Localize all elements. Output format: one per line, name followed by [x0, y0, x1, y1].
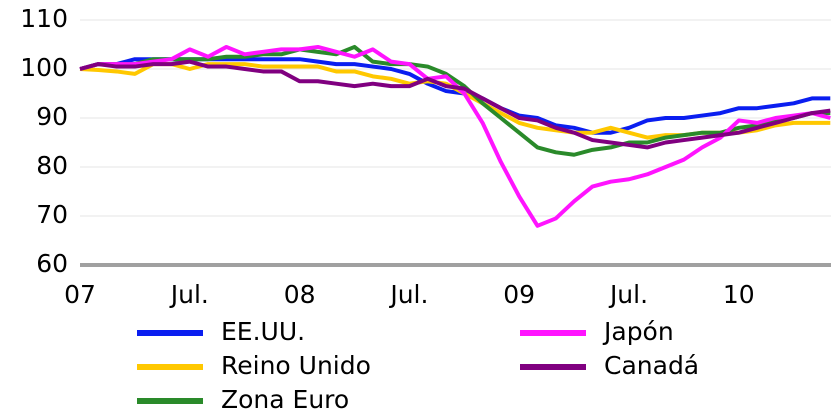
- line: [79, 44, 831, 228]
- line: [79, 59, 831, 150]
- x-tick-label: Jul.: [388, 280, 428, 309]
- y-tick-label: 80: [36, 151, 68, 180]
- legend-label: Reino Unido: [221, 351, 371, 380]
- y-tick-label: 100: [20, 53, 68, 82]
- x-tick-label: Jul.: [608, 280, 648, 309]
- y-tick-label: 60: [36, 249, 68, 278]
- y-tick-label: 110: [20, 4, 68, 33]
- y-tick-label: 70: [36, 200, 68, 229]
- x-tick-label: 08: [284, 280, 316, 309]
- x-tick-label: 10: [723, 280, 755, 309]
- x-tick-label: 09: [503, 280, 535, 309]
- legend-label: Zona Euro: [221, 385, 349, 414]
- line: [79, 62, 831, 140]
- y-tick-label: 90: [36, 102, 68, 131]
- x-tick-label: 07: [64, 280, 96, 309]
- legend-label: EE.UU.: [221, 317, 305, 346]
- legend-label: Canadá: [604, 351, 699, 380]
- line: [79, 44, 831, 157]
- legend-label: Japón: [602, 317, 674, 346]
- x-tick-label: Jul.: [169, 280, 209, 309]
